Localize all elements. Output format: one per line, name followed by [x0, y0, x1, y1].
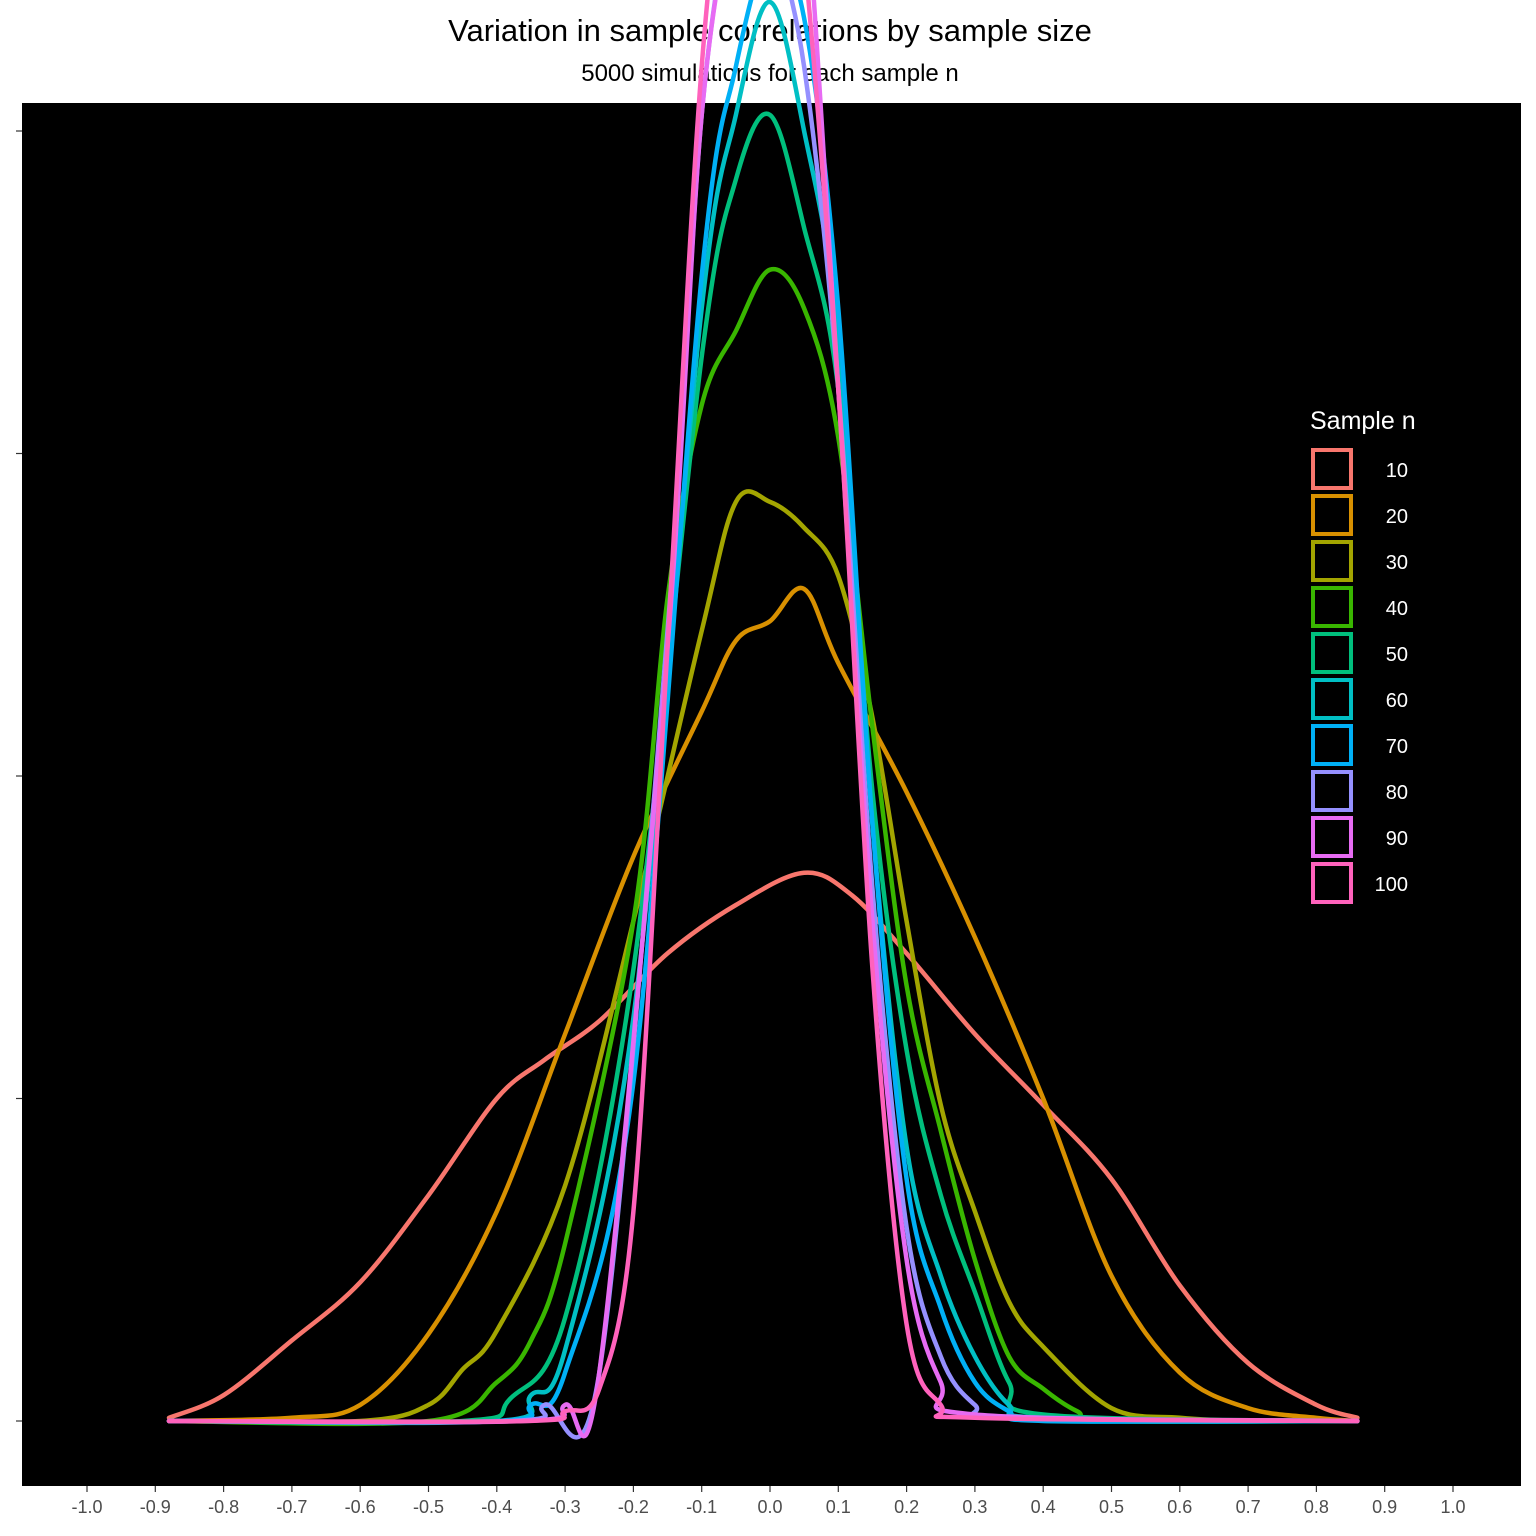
legend-key-80 [1311, 770, 1353, 812]
legend-label-40: 40 [1386, 598, 1408, 620]
plot-panel [22, 103, 1521, 1486]
x-tick-label-9: -0.1 [686, 1497, 717, 1517]
chart-title: Variation in sample correlations by samp… [448, 13, 1092, 48]
chart-subtitle: 5000 simulations for each sample n [581, 60, 959, 87]
x-tick-label-3: -0.7 [276, 1497, 307, 1517]
legend-label-90: 90 [1386, 828, 1408, 850]
x-tick-label-12: 0.2 [894, 1497, 919, 1517]
legend-key-100 [1311, 862, 1353, 904]
series-line-40 [166, 266, 1360, 1427]
x-tick-label-20: 1.0 [1440, 1497, 1465, 1517]
series-line-30 [166, 489, 1360, 1425]
x-tick-label-0: -1.0 [71, 1497, 102, 1517]
x-tick-label-18: 0.8 [1304, 1497, 1329, 1517]
x-tick-label-16: 0.6 [1167, 1497, 1192, 1517]
series-line-100 [166, 0, 1360, 1424]
x-axis: -1.0 -0.9 -0.8 -0.7 -0.6 -0.5 -0.4 -0.3 -0.2 -0.1… [71, 1486, 1466, 1517]
x-tick-label-13: 0.3 [962, 1497, 987, 1517]
legend-label-30: 30 [1386, 552, 1408, 574]
legend-label-70: 70 [1386, 736, 1408, 758]
legend-key-70 [1311, 724, 1353, 766]
legend-key-40 [1311, 586, 1353, 628]
series-line-90 [166, 0, 1360, 1439]
legend-label-60: 60 [1386, 690, 1408, 712]
x-tick-label-15: 0.5 [1099, 1497, 1124, 1517]
series-line-50 [166, 111, 1360, 1425]
legend-key-90 [1311, 816, 1353, 858]
legend-items: 10 20 30 40 50 60 70 80 90 100 [1311, 448, 1408, 904]
legend-title: Sample n [1310, 407, 1416, 435]
x-tick-label-7: -0.3 [550, 1497, 581, 1517]
series-layer [166, 0, 1360, 1440]
legend-label-20: 20 [1386, 506, 1408, 528]
legend-label-100: 100 [1375, 874, 1408, 896]
x-tick-label-14: 0.4 [1031, 1497, 1056, 1517]
series-line-80 [166, 0, 1360, 1440]
legend-key-30 [1311, 540, 1353, 582]
x-tick-label-4: -0.6 [345, 1497, 376, 1517]
legend-label-50: 50 [1386, 644, 1408, 666]
x-tick-label-1: -0.9 [140, 1497, 171, 1517]
legend-label-10: 10 [1386, 460, 1408, 482]
series-line-60 [166, 0, 1360, 1426]
x-tick-label-8: -0.2 [618, 1497, 649, 1517]
x-tick-label-10: 0.0 [757, 1497, 782, 1517]
legend-key-60 [1311, 678, 1353, 720]
legend-key-50 [1311, 632, 1353, 674]
x-tick-label-11: 0.1 [826, 1497, 851, 1517]
x-tick-label-19: 0.9 [1372, 1497, 1397, 1517]
legend-key-20 [1311, 494, 1353, 536]
x-tick-label-5: -0.5 [413, 1497, 444, 1517]
series-line-20 [166, 585, 1360, 1424]
x-tick-label-2: -0.8 [208, 1497, 239, 1517]
series-line-10 [166, 870, 1360, 1421]
legend: Sample n 10 20 30 40 50 60 70 80 90 100 [1310, 407, 1416, 904]
series-line-70 [166, 0, 1360, 1425]
legend-label-80: 80 [1386, 782, 1408, 804]
x-tick-label-17: 0.7 [1236, 1497, 1261, 1517]
legend-key-10 [1311, 448, 1353, 490]
y-axis [16, 130, 22, 1422]
x-tick-label-6: -0.4 [481, 1497, 512, 1517]
